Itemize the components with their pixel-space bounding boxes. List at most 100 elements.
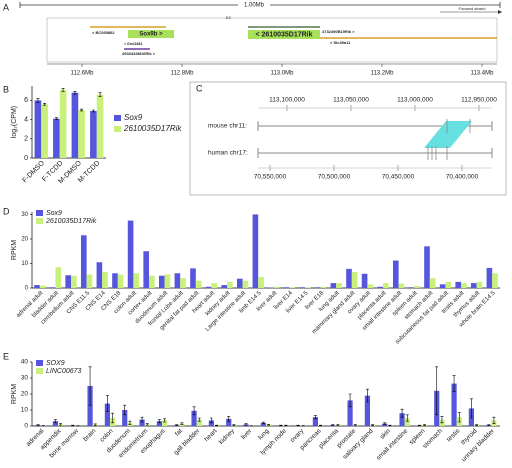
bar bbox=[382, 423, 388, 426]
bar bbox=[429, 278, 436, 288]
strand-arrow-head bbox=[498, 10, 502, 14]
error-bar bbox=[73, 90, 77, 95]
panel-label: A bbox=[3, 2, 9, 12]
bar bbox=[196, 419, 202, 426]
bar bbox=[226, 418, 232, 426]
bar bbox=[139, 419, 145, 426]
x-tick-label: lung bbox=[257, 427, 271, 441]
legend-label: SOX9 bbox=[46, 360, 65, 367]
error-bar bbox=[267, 423, 271, 426]
bar bbox=[424, 246, 430, 288]
bar bbox=[377, 286, 383, 288]
y-tick-label: 0 bbox=[24, 423, 28, 430]
bar bbox=[156, 421, 162, 426]
bar bbox=[439, 284, 446, 288]
genome-tick-label: 113.4Mb bbox=[471, 71, 495, 77]
gene-label: < Gm11681 bbox=[124, 42, 142, 46]
bar bbox=[112, 273, 118, 288]
bar bbox=[227, 281, 233, 288]
human-label: human chr17: bbox=[208, 150, 248, 157]
bar bbox=[41, 104, 48, 158]
bar bbox=[102, 272, 108, 288]
bar bbox=[49, 287, 56, 288]
bar bbox=[445, 281, 452, 288]
panel-label: B bbox=[3, 84, 9, 94]
y-axis-label: RPKM bbox=[11, 240, 18, 260]
error-bar bbox=[440, 416, 444, 424]
x-tick-label: heart bbox=[203, 428, 219, 444]
y-tick-label: 20 bbox=[21, 391, 29, 398]
legend-swatch bbox=[114, 126, 121, 132]
error-bar bbox=[105, 395, 109, 412]
bar bbox=[470, 283, 477, 288]
error-bar bbox=[452, 375, 456, 392]
x-tick-label: skin bbox=[379, 427, 392, 440]
y-axis-label: RPKM bbox=[11, 384, 18, 404]
panel-label: D bbox=[3, 206, 10, 216]
bar bbox=[408, 287, 415, 288]
error-bar bbox=[400, 408, 404, 418]
x-tick-label: brain bbox=[82, 427, 97, 442]
region-box bbox=[46, 17, 498, 63]
bar bbox=[179, 423, 185, 426]
bar bbox=[55, 267, 62, 288]
bar bbox=[59, 89, 67, 158]
bar bbox=[90, 110, 97, 158]
bar bbox=[273, 286, 280, 288]
bar bbox=[283, 287, 290, 288]
error-bar bbox=[145, 423, 149, 426]
bar bbox=[65, 275, 71, 288]
human-tick-label: 70,500,000 bbox=[318, 174, 351, 181]
bar bbox=[455, 281, 461, 288]
error-bar bbox=[388, 424, 392, 427]
error-bar bbox=[88, 366, 92, 406]
error-bar bbox=[128, 420, 132, 425]
legend-label: 2610035D17Rik bbox=[123, 124, 182, 133]
genome-tick-label: 113.0Mb bbox=[271, 71, 295, 77]
y-tick-label: 40 bbox=[21, 359, 29, 366]
mouse-tick-label: 113,050,000 bbox=[333, 97, 369, 104]
error-bar bbox=[80, 108, 84, 112]
human-tick-label: 70,550,000 bbox=[254, 174, 287, 181]
error-bar bbox=[91, 109, 95, 113]
bar bbox=[158, 275, 165, 288]
gene-box bbox=[128, 30, 174, 38]
gene-label: 4732490B19Rik > bbox=[322, 29, 355, 34]
x-tick-label: kidney bbox=[218, 427, 237, 446]
bar bbox=[252, 214, 259, 288]
legend-label: LINC00673 bbox=[46, 368, 82, 375]
y-tick-label: 10 bbox=[21, 261, 28, 267]
bar bbox=[451, 383, 457, 426]
bar bbox=[149, 275, 155, 288]
y-axis-label: log₂(CPM) bbox=[11, 106, 18, 138]
bar bbox=[399, 413, 405, 426]
error-bar bbox=[175, 424, 179, 426]
error-bar bbox=[59, 423, 63, 426]
legend-label: 2610035D17Rik bbox=[45, 218, 97, 225]
bar bbox=[117, 274, 124, 288]
bar bbox=[34, 285, 40, 288]
legend-swatch bbox=[36, 210, 43, 216]
y-tick-label: 30 bbox=[21, 375, 29, 382]
error-bar bbox=[36, 424, 40, 426]
panel-label: E bbox=[3, 351, 9, 361]
y-tick-label: 4 bbox=[24, 116, 28, 123]
bar bbox=[330, 283, 337, 288]
marker-label: E2 bbox=[226, 15, 232, 20]
scale-label: 1.00Mb bbox=[244, 3, 265, 9]
panel-label: C bbox=[196, 83, 203, 93]
bar bbox=[347, 400, 353, 426]
error-bar bbox=[157, 419, 161, 424]
gene-label: < Slc39a11 bbox=[330, 40, 351, 45]
error-bar bbox=[279, 424, 283, 427]
gene-label: < BC069882 bbox=[92, 30, 115, 35]
error-bar bbox=[383, 422, 387, 425]
error-bar bbox=[469, 398, 473, 419]
bar bbox=[260, 422, 266, 426]
bar bbox=[486, 267, 493, 288]
bar bbox=[122, 410, 128, 426]
genome-tick-label: 112.8Mb bbox=[171, 71, 195, 77]
x-tick-label: stomach bbox=[422, 427, 445, 450]
bar bbox=[364, 395, 370, 426]
bar bbox=[127, 220, 134, 288]
